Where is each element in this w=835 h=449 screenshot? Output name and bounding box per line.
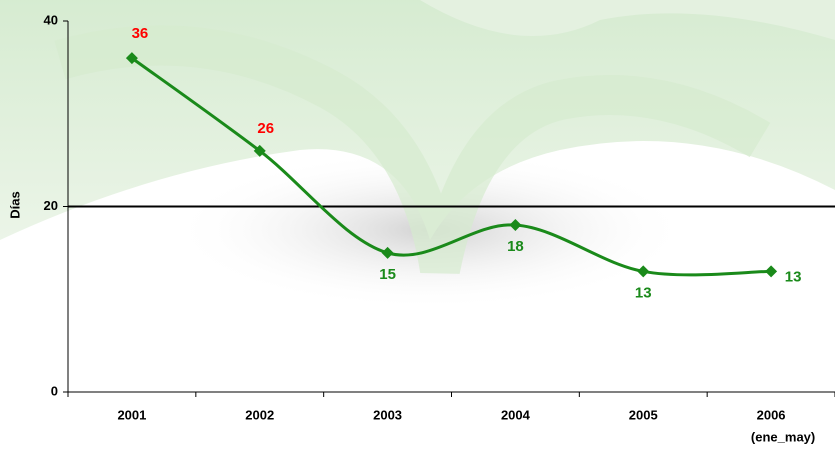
marker — [509, 219, 522, 232]
y-tick-label: 0 — [51, 383, 58, 398]
marker — [125, 52, 138, 65]
series-line — [131, 56, 772, 277]
data-label: 26 — [257, 120, 274, 137]
data-label: 15 — [379, 266, 396, 283]
y-axis-label: Días — [7, 191, 22, 218]
data-label: 18 — [507, 238, 524, 255]
x-tick-label: 2001 — [117, 407, 146, 422]
y-tick-label: 40 — [44, 12, 58, 27]
marker — [637, 265, 650, 278]
x-tick-label: 2004 — [501, 407, 531, 422]
x-note: (ene_may) — [751, 429, 815, 444]
marker — [381, 246, 394, 259]
data-label: 13 — [785, 268, 802, 285]
x-tick-label: 2006 — [757, 407, 786, 422]
x-tick-label: 2005 — [629, 407, 658, 422]
x-tick-label: 2002 — [245, 407, 274, 422]
marker — [765, 265, 778, 278]
x-tick-label: 2003 — [373, 407, 402, 422]
marker — [253, 144, 266, 157]
background — [0, 0, 835, 310]
data-label: 36 — [132, 25, 149, 42]
data-label: 13 — [635, 284, 652, 301]
y-tick-label: 20 — [44, 198, 58, 213]
